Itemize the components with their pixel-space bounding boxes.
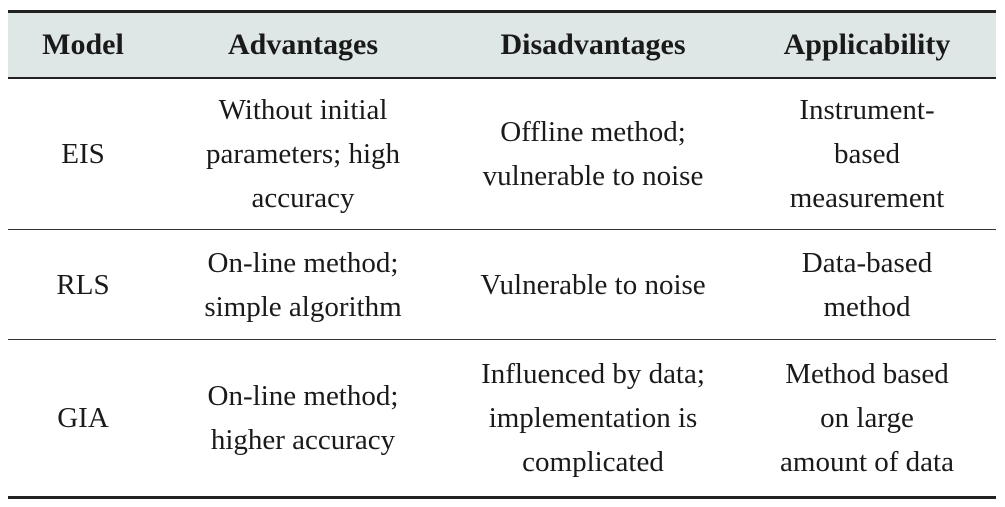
comparison-table-container: Model Advantages Disadvantages Applicabi… xyxy=(8,10,996,499)
cell-model: GIA xyxy=(8,339,158,499)
cell-applicability: Data-based method xyxy=(738,229,996,340)
cell-disadvantages: Offline method; vulnerable to noise xyxy=(448,77,738,230)
cell-advantages: On-line method; simple algorithm xyxy=(158,229,448,340)
applicability-text: Data-based method xyxy=(801,246,933,323)
applicability-text: Method based on large amount of data xyxy=(780,358,954,478)
header-applicability: Applicability xyxy=(738,10,996,79)
table-header: Model Advantages Disadvantages Applicabi… xyxy=(8,10,996,79)
table-row: EIS Without initial parameters; high acc… xyxy=(8,77,996,230)
cell-applicability: Method based on large amount of data xyxy=(738,339,996,499)
header-advantages: Advantages xyxy=(158,10,448,79)
advantages-text: On-line method; simple algorithm xyxy=(204,246,402,323)
applicability-text: Instrument- based measurement xyxy=(789,93,945,214)
model-name: GIA xyxy=(57,402,109,434)
disadvantages-text: Vulnerable to noise xyxy=(480,268,706,301)
table-row: GIA On-line method; higher accuracy Infl… xyxy=(8,339,996,499)
table-row: RLS On-line method; simple algorithm Vul… xyxy=(8,229,996,340)
cell-applicability: Instrument- based measurement xyxy=(738,77,996,230)
cell-advantages: Without initial parameters; high accurac… xyxy=(158,77,448,230)
cell-disadvantages: Influenced by data; implementation is co… xyxy=(448,339,738,499)
disadvantages-text: Influenced by data; implementation is co… xyxy=(481,358,705,478)
cell-model: RLS xyxy=(8,229,158,340)
disadvantages-text: Offline method; vulnerable to noise xyxy=(482,115,704,192)
header-row: Model Advantages Disadvantages Applicabi… xyxy=(8,10,996,79)
header-model: Model xyxy=(8,10,158,79)
advantages-text: Without initial parameters; high accurac… xyxy=(205,93,401,214)
header-disadvantages: Disadvantages xyxy=(448,10,738,79)
model-name: RLS xyxy=(56,268,110,301)
comparison-table: Model Advantages Disadvantages Applicabi… xyxy=(8,10,996,499)
cell-advantages: On-line method; higher accuracy xyxy=(158,339,448,499)
cell-model: EIS xyxy=(8,77,158,230)
advantages-text: On-line method; higher accuracy xyxy=(207,380,399,456)
cell-disadvantages: Vulnerable to noise xyxy=(448,229,738,340)
model-name: EIS xyxy=(61,137,105,170)
table-body: EIS Without initial parameters; high acc… xyxy=(8,77,996,499)
